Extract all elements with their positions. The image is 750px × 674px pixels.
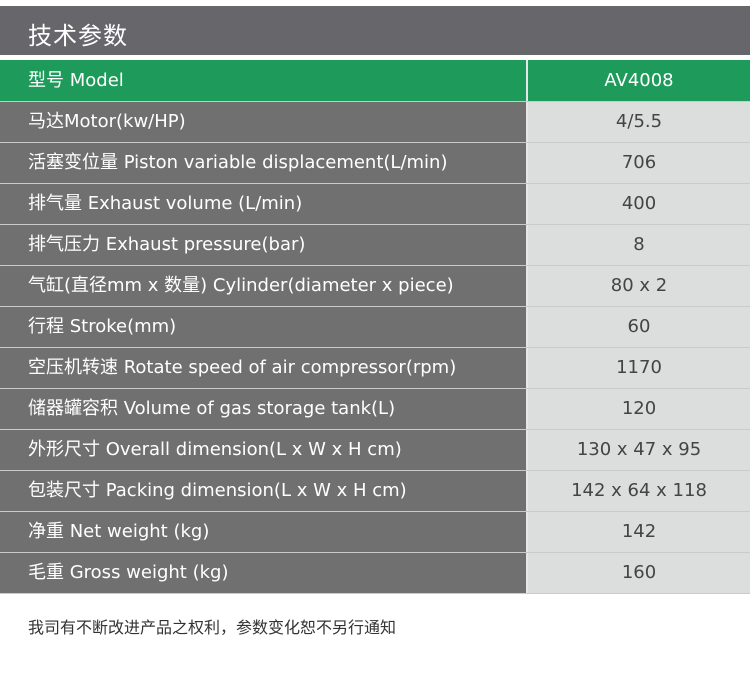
- spec-label: 活塞变位量 Piston variable displacement(L/min…: [0, 143, 528, 183]
- spec-label: 净重 Net weight (kg): [0, 512, 528, 552]
- table-row: 净重 Net weight (kg) 142: [0, 512, 750, 553]
- spec-value: 1170: [528, 348, 750, 388]
- spec-label: 排气压力 Exhaust pressure(bar): [0, 225, 528, 265]
- spec-value: 80 x 2: [528, 266, 750, 306]
- spec-table: 型号 Model AV4008 马达Motor(kw/HP) 4/5.5 活塞变位量…: [0, 60, 750, 594]
- spec-label: 排气量 Exhaust volume (L/min): [0, 184, 528, 224]
- spec-value: 142: [528, 512, 750, 552]
- spec-label: 毛重 Gross weight (kg): [0, 553, 528, 593]
- table-row: 活塞变位量 Piston variable displacement(L/min…: [0, 143, 750, 184]
- spec-value: 60: [528, 307, 750, 347]
- table-row: 包装尺寸 Packing dimension(L x W x H cm) 142 …: [0, 471, 750, 512]
- table-row: 储器罐容积 Volume of gas storage tank(L) 120: [0, 389, 750, 430]
- spec-value: 130 x 47 x 95: [528, 430, 750, 470]
- spec-value: 706: [528, 143, 750, 183]
- spec-value: 4/5.5: [528, 102, 750, 142]
- spec-value: 142 x 64 x 118: [528, 471, 750, 511]
- table-header-row: 型号 Model AV4008: [0, 60, 750, 102]
- spec-value: 160: [528, 553, 750, 593]
- table-row: 行程 Stroke(mm) 60: [0, 307, 750, 348]
- spec-label: 气缸(直径mm x 数量) Cylinder(diameter x piece): [0, 266, 528, 306]
- spec-value: 8: [528, 225, 750, 265]
- spec-label: 空压机转速 Rotate speed of air compressor(rpm…: [0, 348, 528, 388]
- section-title-bar: 技术参数: [0, 6, 750, 55]
- table-row: 毛重 Gross weight (kg) 160: [0, 553, 750, 594]
- disclaimer-note: 我司有不断改进产品之权利，参数变化恕不另行通知: [28, 618, 397, 637]
- table-row: 气缸(直径mm x 数量) Cylinder(diameter x piece)…: [0, 266, 750, 307]
- spec-label: 储器罐容积 Volume of gas storage tank(L): [0, 389, 528, 429]
- spec-value: 400: [528, 184, 750, 224]
- spec-label: 马达Motor(kw/HP): [0, 102, 528, 142]
- section-title: 技术参数: [28, 22, 128, 50]
- table-row: 排气量 Exhaust volume (L/min) 400: [0, 184, 750, 225]
- table-row: 马达Motor(kw/HP) 4/5.5: [0, 102, 750, 143]
- spec-label: 行程 Stroke(mm): [0, 307, 528, 347]
- header-label: 型号 Model: [0, 60, 528, 101]
- table-row: 外形尺寸 Overall dimension(L x W x H cm) 130 …: [0, 430, 750, 471]
- table-row: 排气压力 Exhaust pressure(bar) 8: [0, 225, 750, 266]
- spec-label: 外形尺寸 Overall dimension(L x W x H cm): [0, 430, 528, 470]
- header-value: AV4008: [528, 60, 750, 101]
- spec-label: 包装尺寸 Packing dimension(L x W x H cm): [0, 471, 528, 511]
- table-row: 空压机转速 Rotate speed of air compressor(rpm…: [0, 348, 750, 389]
- spec-value: 120: [528, 389, 750, 429]
